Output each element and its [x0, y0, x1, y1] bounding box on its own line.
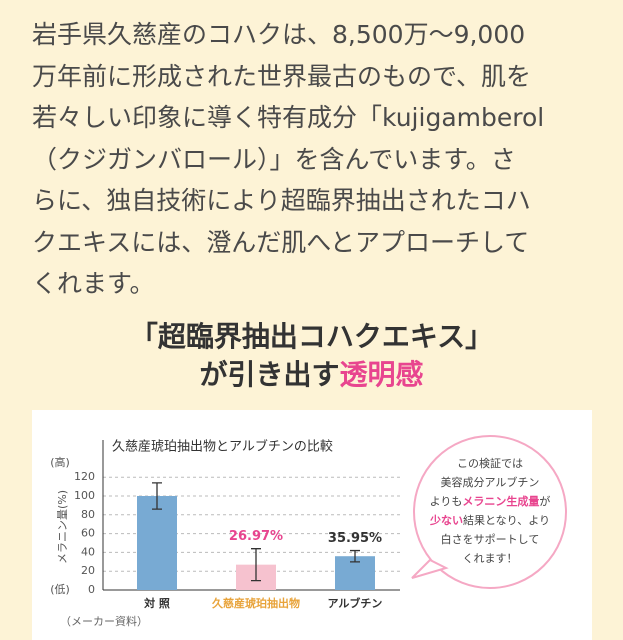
error-bar [152, 482, 162, 510]
callout-line: 少ない結果となり、より [429, 513, 550, 527]
paragraph-line: クエキスには、澄んだ肌へとアプローチして [32, 227, 530, 257]
y-axis-label: メラニン量(%) [56, 490, 69, 564]
paragraph-line: らに、独自技術により超臨界抽出されたコハ [32, 186, 531, 215]
source: （メーカー資料） [60, 614, 148, 628]
paragraph-line: （クジガンバロール）」を含んでいます。さ [32, 144, 516, 174]
x-tick-label: 久慈産琥珀抽出物 [212, 596, 300, 610]
y-low: (低) [50, 583, 70, 596]
callout-emphasis: メラニン生成量 [462, 494, 539, 508]
y-tick-label: 80 [81, 508, 95, 521]
paragraph-line: 岩手県久慈産のコハクは、8,500万〜9,000 [32, 20, 526, 49]
y-tick-label: 60 [81, 527, 95, 540]
callout: この検証では 美容成分アルブチン よりもメラニン生成量が 少ない結果となり、より… [429, 456, 550, 565]
paragraph-line: 万年前に形成された世界最古のもので、肌を [32, 61, 532, 91]
value-label: 35.95% [328, 531, 382, 546]
callout-line: 美容成分アルブチン [441, 475, 540, 489]
y-tick-label: 40 [81, 545, 95, 558]
callout-emphasis: 少ない [429, 513, 463, 527]
heading-line: 「超臨界抽出コハクエキス」 [129, 320, 494, 353]
paragraph-line: くれます。 [32, 269, 155, 298]
paragraph: 岩手県久慈産のコハクは、8,500万〜9,000 万年前に形成された世界最古のもの… [32, 14, 544, 305]
callout-text: が [539, 494, 550, 508]
paragraph-line: 若々しい印象に導く特有成分「kujigamberol [32, 103, 545, 132]
error-bar [350, 549, 360, 563]
y-high: (高) [50, 455, 70, 469]
y-tick-label: 100 [74, 489, 95, 502]
heading-highlight: 透明感 [339, 358, 424, 391]
chart-title: 久慈産琥珀抽出物とアルブチンの比較 [112, 439, 333, 455]
y-tick-label: 0 [88, 583, 95, 596]
heading-line: が引き出す透明感 [0, 356, 623, 394]
callout-line: よりもメラニン生成量が [430, 494, 551, 508]
error-bar [251, 548, 261, 582]
callout-tail [411, 558, 449, 579]
callout-line: この検証では [457, 456, 523, 470]
x-tick-label: アルブチン [328, 596, 383, 610]
bar [137, 496, 177, 590]
y-tick-label: 120 [74, 470, 95, 483]
callout-text: よりも [430, 495, 463, 508]
callout-line: くれます！ [463, 552, 518, 565]
callout-text: 結果となり、より [463, 513, 550, 527]
value-label: 26.97% [229, 529, 283, 544]
callout-bubble [413, 435, 567, 589]
x-tick-label: 対 照 [143, 596, 170, 610]
heading: 「超臨界抽出コハクエキス」 が引き出す透明感 [0, 318, 623, 394]
y-tick-label: 20 [81, 564, 95, 577]
heading-text: が引き出す [199, 358, 340, 391]
callout-line: 白さをサポートして [441, 532, 540, 546]
